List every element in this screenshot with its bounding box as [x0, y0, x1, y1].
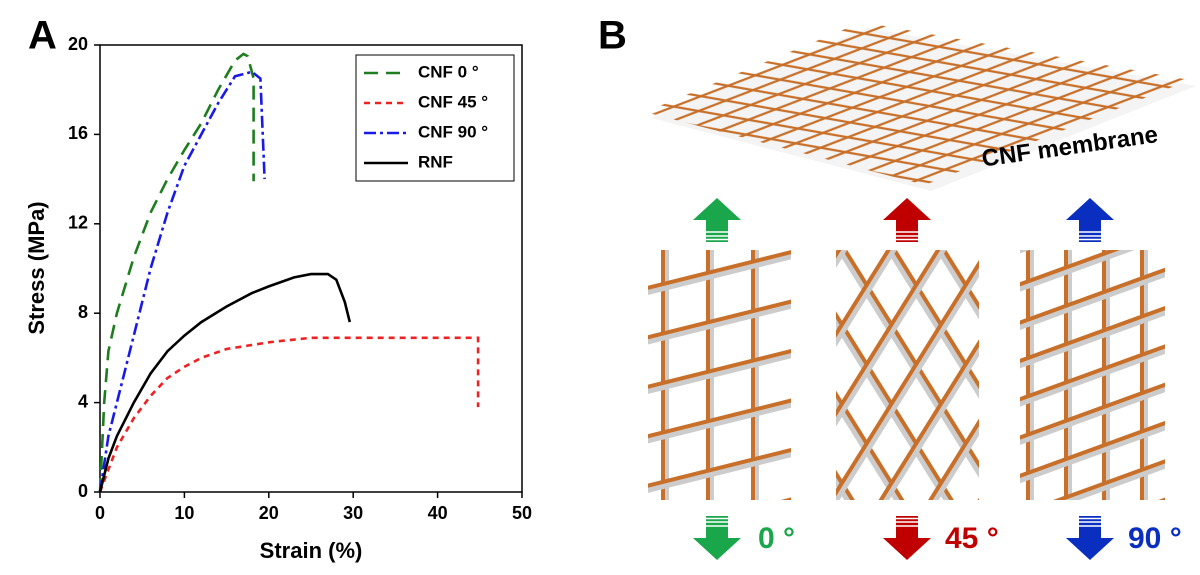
fiber-grid — [648, 250, 791, 500]
angle-label: 0 ° — [758, 522, 795, 555]
y-tick-label: 12 — [68, 213, 88, 233]
x-tick-label: 10 — [174, 503, 194, 523]
y-tick-label: 20 — [68, 34, 88, 54]
data-line — [100, 274, 350, 492]
arrow-up — [883, 198, 931, 242]
fiber-grid — [836, 250, 979, 500]
membrane — [645, 22, 1196, 191]
legend-label: CNF 0 ° — [418, 62, 479, 81]
y-tick-label: 16 — [68, 123, 88, 143]
figure: A B Strain (%) Stress (MPa) CNF membrane… — [0, 0, 1200, 575]
x-axis-label: Strain (%) — [260, 538, 363, 563]
arrow-down — [693, 516, 741, 560]
arrow-up — [693, 198, 741, 242]
x-tick-label: 20 — [259, 503, 279, 523]
data-line — [100, 72, 265, 492]
y-tick-label: 8 — [78, 302, 88, 322]
x-tick-label: 50 — [512, 503, 532, 523]
arrow-down — [1066, 516, 1114, 560]
sample-45 — [836, 250, 979, 500]
y-axis-label: Stress (MPa) — [24, 201, 49, 334]
data-line — [100, 338, 478, 492]
panel-label: B — [598, 14, 627, 58]
sample-0 — [648, 250, 791, 500]
legend-label: RNF — [418, 152, 453, 171]
x-tick-label: 0 — [95, 503, 105, 523]
y-tick-label: 0 — [78, 481, 88, 501]
fiber-grid — [1020, 250, 1165, 500]
x-tick-label: 40 — [428, 503, 448, 523]
arrow-up — [1066, 198, 1114, 242]
y-tick-label: 4 — [78, 391, 88, 411]
angle-label: 45 ° — [945, 522, 999, 555]
legend-label: CNF 45 ° — [418, 92, 488, 111]
sample-90 — [1020, 250, 1165, 500]
x-tick-label: 30 — [343, 503, 363, 523]
panel-label: A — [28, 14, 57, 58]
arrow-down — [883, 516, 931, 560]
angle-label: 90 ° — [1128, 522, 1182, 555]
membrane-fibers — [645, 22, 1190, 185]
legend-label: CNF 90 ° — [418, 122, 488, 141]
